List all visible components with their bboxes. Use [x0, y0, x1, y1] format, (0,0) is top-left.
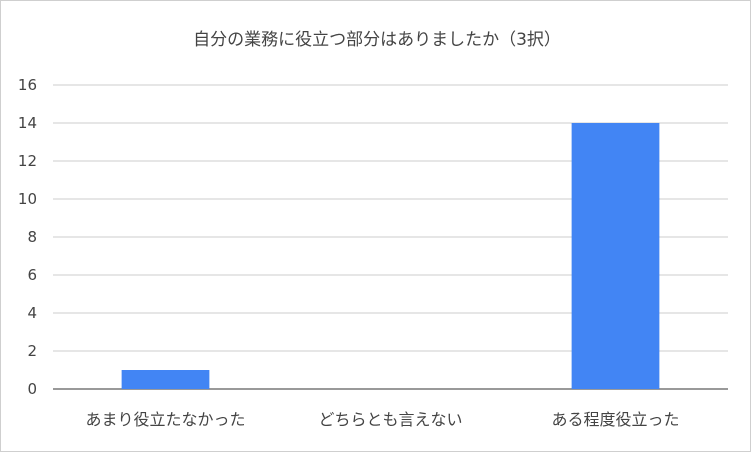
- y-tick-label: 6: [27, 266, 37, 284]
- bars: [121, 123, 660, 389]
- y-tick-label: 4: [27, 304, 37, 322]
- y-tick-label: 10: [18, 190, 37, 208]
- y-axis-ticks: 0 2 4 6 8 10 12 14 16: [18, 76, 37, 398]
- chart-title: 自分の業務に役立つ部分はありましたか（3択）: [193, 30, 561, 50]
- y-tick-label: 16: [18, 76, 37, 94]
- x-tick-label: どちらとも言えない: [318, 410, 462, 429]
- y-tick-label: 14: [18, 114, 37, 132]
- bar-3: [571, 123, 660, 389]
- x-tick-label: ある程度役立った: [551, 410, 679, 429]
- y-tick-label: 8: [27, 228, 37, 246]
- bar-1: [121, 370, 210, 389]
- x-axis-ticks: あまり役立たなかった どちらとも言えない ある程度役立った: [85, 410, 679, 429]
- gridlines: [53, 84, 728, 390]
- x-tick-label: あまり役立たなかった: [85, 410, 245, 429]
- y-tick-label: 12: [18, 152, 37, 170]
- y-tick-label: 2: [27, 342, 37, 360]
- y-tick-label: 0: [27, 380, 37, 398]
